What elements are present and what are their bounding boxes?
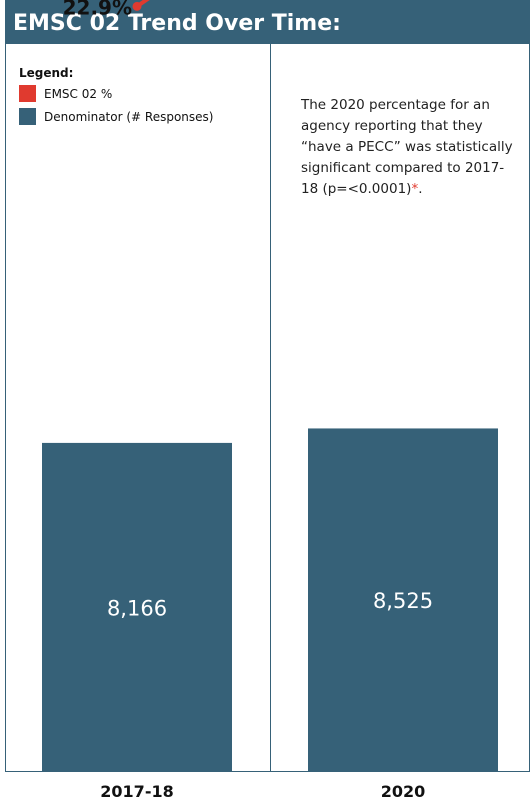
note-asterisk: *: [411, 181, 419, 197]
bar-2020: [308, 428, 498, 772]
note-end: .: [418, 181, 423, 197]
legend-title: Legend:: [19, 66, 74, 80]
bar-2017-18: [42, 442, 232, 772]
legend-label-emsc02: EMSC 02 %: [44, 86, 113, 101]
legend-item-emsc02: EMSC 02 %: [19, 85, 213, 102]
category-divider: [270, 44, 271, 772]
category-label-2017-18: 2017-18: [100, 782, 173, 801]
note-text: The 2020 percentage for an agency report…: [301, 97, 513, 197]
emsc02-value-label-2017-18: 22.9%: [63, 0, 132, 19]
bar-value-label-2017-18: 8,166: [107, 596, 167, 620]
bar-value-label-2020: 8,525: [373, 589, 433, 613]
chart-title: EMSC 02 Trend Over Time:: [5, 0, 530, 44]
legend-label-denominator: Denominator (# Responses): [44, 109, 214, 124]
legend-swatch-emsc02: [19, 85, 36, 102]
significance-note: The 2020 percentage for an agency report…: [301, 95, 516, 200]
category-label-2020: 2020: [381, 782, 426, 801]
legend: Legend: EMSC 02 % Denominator (# Respons…: [19, 66, 213, 131]
legend-swatch-denominator: [19, 108, 36, 125]
emsc02-point-2017-18: [132, 1, 142, 11]
legend-item-denominator: Denominator (# Responses): [19, 108, 213, 125]
emsc02-trend-line: [135, 0, 150, 9]
